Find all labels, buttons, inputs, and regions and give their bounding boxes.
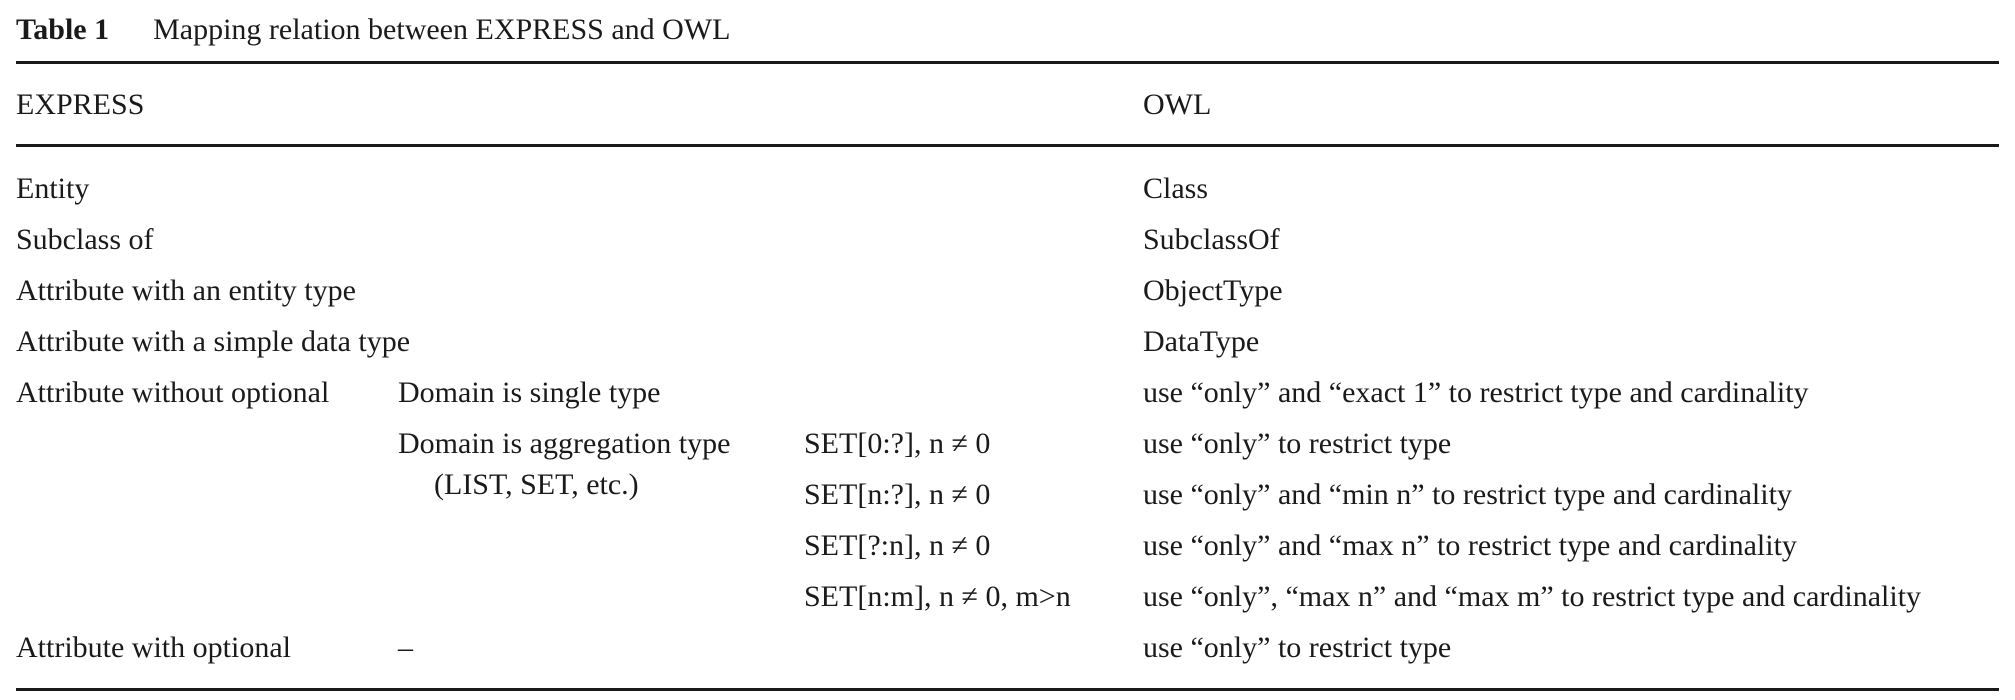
domain-cell: Domain is single type: [398, 376, 661, 409]
domain-cell: Domain is aggregation type: [398, 427, 731, 460]
express-cell: Entity: [16, 172, 90, 205]
column-header-express: EXPRESS: [16, 88, 145, 121]
owl-cell: DataType: [1143, 325, 1260, 358]
owl-cell: use “only” and “exact 1” to restrict typ…: [1143, 376, 1809, 409]
owl-cell: SubclassOf: [1143, 223, 1280, 256]
bottom-rule: [16, 688, 1999, 691]
express-cell: Attribute with a simple data type: [16, 325, 411, 358]
express-cell: Attribute with an entity type: [16, 274, 356, 307]
table-label: Table 1: [16, 13, 110, 46]
owl-cell: Class: [1143, 172, 1209, 205]
header-rule: [16, 144, 1999, 147]
set-cell: SET[n:m], n ≠ 0, m>n: [804, 580, 1071, 613]
table-title: Mapping relation between EXPRESS and OWL: [153, 13, 731, 46]
top-rule: [16, 61, 1999, 64]
set-cell: SET[n:?], n ≠ 0: [804, 478, 991, 511]
set-cell: SET[?:n], n ≠ 0: [804, 529, 991, 562]
set-cell: SET[0:?], n ≠ 0: [804, 427, 991, 460]
column-header-owl: OWL: [1143, 88, 1212, 121]
owl-cell: ObjectType: [1143, 274, 1283, 307]
domain-note: (LIST, SET, etc.): [434, 468, 639, 501]
table-caption: Table 1 Mapping relation between EXPRESS …: [16, 10, 731, 50]
express-cell: Attribute with optional: [16, 631, 291, 664]
owl-cell: use “only” and “min n” to restrict type …: [1143, 478, 1792, 511]
owl-cell: use “only” to restrict type: [1143, 427, 1452, 460]
express-cell: Subclass of: [16, 223, 154, 256]
owl-cell: use “only”, “max n” and “max m” to restr…: [1143, 580, 1922, 613]
express-cell: Attribute without optional: [16, 376, 330, 409]
domain-cell: –: [398, 631, 413, 664]
owl-cell: use “only” to restrict type: [1143, 631, 1452, 664]
owl-cell: use “only” and “max n” to restrict type …: [1143, 529, 1797, 562]
